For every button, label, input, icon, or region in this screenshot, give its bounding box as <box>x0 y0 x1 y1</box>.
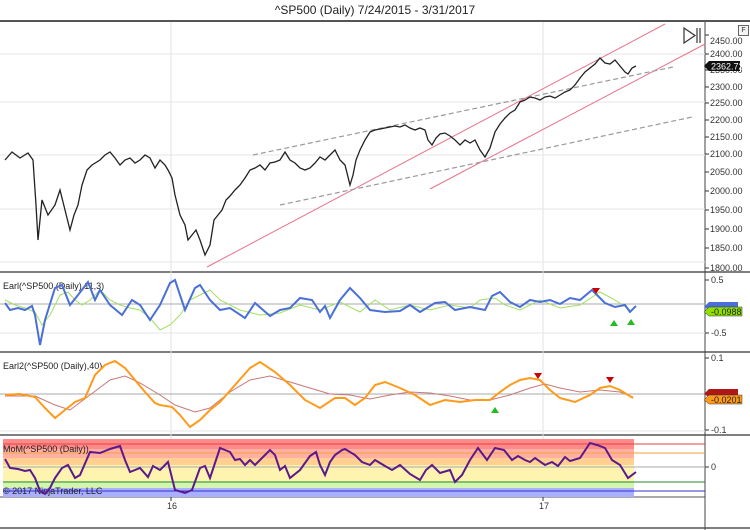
price-path <box>4 57 637 257</box>
earl-label: Earl(^SP500 (Daily),11,3) <box>3 281 104 291</box>
svg-text:2250.00: 2250.00 <box>710 98 743 108</box>
mom-label: MoM(^SP500 (Daily)) <box>3 444 89 454</box>
x-axis: 16 17 <box>167 497 549 511</box>
mom-line <box>4 441 637 496</box>
svg-text:1950.00: 1950.00 <box>710 205 743 215</box>
svg-text:1900.00: 1900.00 <box>710 224 743 234</box>
earl2-fast-line <box>4 359 634 429</box>
svg-text:2050.00: 2050.00 <box>710 167 743 177</box>
svg-text:2100.00: 2100.00 <box>710 149 743 159</box>
sell-marker <box>606 377 614 383</box>
buy-marker <box>627 319 635 325</box>
sell-marker <box>534 373 542 379</box>
svg-text:2400.00: 2400.00 <box>710 49 743 59</box>
earl-fast-line <box>4 278 637 346</box>
svg-text:0.5: 0.5 <box>711 275 724 285</box>
dashed-trendlines <box>252 66 693 206</box>
earl-slow-line <box>4 289 631 331</box>
svg-text:16: 16 <box>167 501 177 511</box>
earl2-value-badge: -0.0201 <box>711 395 742 405</box>
skip-to-end-icon[interactable] <box>683 26 701 45</box>
sell-marker <box>592 288 600 294</box>
last-price-badge: 2362.72 <box>711 62 744 72</box>
svg-text:1850.00: 1850.00 <box>710 243 743 253</box>
svg-text:2200.00: 2200.00 <box>710 115 743 125</box>
channel-lines <box>206 23 706 268</box>
svg-text:2450.00: 2450.00 <box>710 36 743 46</box>
svg-text:2000.00: 2000.00 <box>710 186 743 196</box>
buy-marker <box>491 407 499 413</box>
svg-text:0.1: 0.1 <box>711 353 724 363</box>
chart-title: ^SP500 (Daily) 7/24/2015 - 3/31/2017 <box>0 0 750 22</box>
earl2-label: Earl2(^SP500 (Daily),40) <box>3 361 102 371</box>
svg-text:0: 0 <box>711 462 716 472</box>
svg-text:2300.00: 2300.00 <box>710 82 743 92</box>
copyright: © 2017 NinjaTrader, LLC <box>3 486 103 496</box>
svg-text:-0.1: -0.1 <box>711 425 727 435</box>
earl2-slow-line <box>5 375 634 413</box>
svg-text:17: 17 <box>539 501 549 511</box>
svg-text:-0.5: -0.5 <box>711 328 727 338</box>
svg-text:1800.00: 1800.00 <box>710 263 743 273</box>
svg-text:2150.00: 2150.00 <box>710 132 743 142</box>
earl-value-badge: -0.0988 <box>711 307 742 317</box>
f-button[interactable]: F <box>738 25 749 36</box>
buy-marker <box>610 320 618 326</box>
